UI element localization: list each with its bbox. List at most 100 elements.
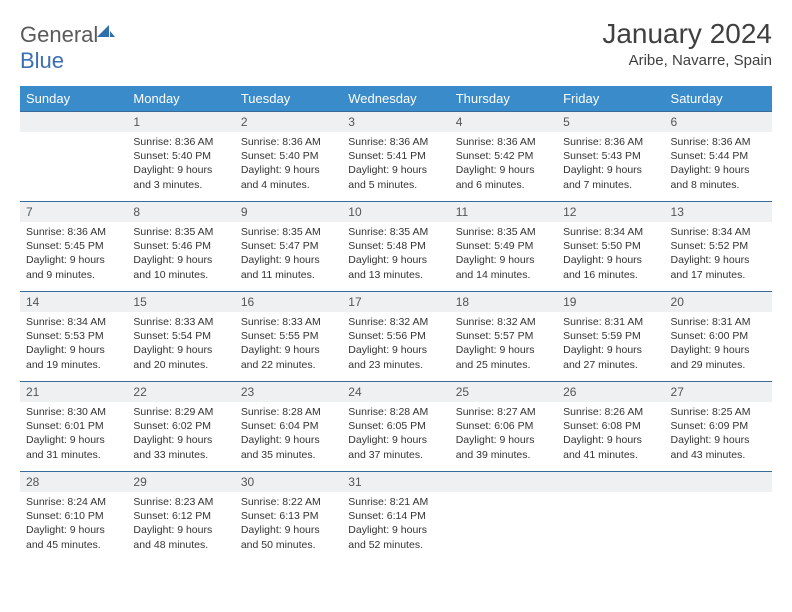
day-number: 23 (235, 381, 342, 402)
day-number: 28 (20, 471, 127, 492)
day-number: 2 (235, 111, 342, 132)
day-line: Sunrise: 8:27 AM (456, 405, 551, 419)
day-content: Sunrise: 8:36 AMSunset: 5:45 PMDaylight:… (20, 222, 127, 288)
calendar-week-row: 1Sunrise: 8:36 AMSunset: 5:40 PMDaylight… (20, 111, 772, 201)
day-content (665, 492, 772, 501)
day-number: 20 (665, 291, 772, 312)
day-content: Sunrise: 8:26 AMSunset: 6:08 PMDaylight:… (557, 402, 664, 468)
day-line: Sunrise: 8:36 AM (241, 135, 336, 149)
day-line: and 41 minutes. (563, 448, 658, 462)
day-line: Sunrise: 8:35 AM (133, 225, 228, 239)
weekday-header: Thursday (450, 86, 557, 111)
day-line: Sunrise: 8:34 AM (563, 225, 658, 239)
day-content: Sunrise: 8:35 AMSunset: 5:48 PMDaylight:… (342, 222, 449, 288)
day-line: and 10 minutes. (133, 268, 228, 282)
calendar-week-row: 21Sunrise: 8:30 AMSunset: 6:01 PMDayligh… (20, 381, 772, 471)
day-line: Daylight: 9 hours (348, 523, 443, 537)
day-line: Sunrise: 8:32 AM (456, 315, 551, 329)
day-line: Daylight: 9 hours (241, 253, 336, 267)
day-line: Sunset: 5:47 PM (241, 239, 336, 253)
day-number: 17 (342, 291, 449, 312)
day-line: Daylight: 9 hours (563, 433, 658, 447)
day-line: Sunset: 5:53 PM (26, 329, 121, 343)
day-number: 25 (450, 381, 557, 402)
day-content: Sunrise: 8:36 AMSunset: 5:40 PMDaylight:… (235, 132, 342, 198)
calendar-cell: 25Sunrise: 8:27 AMSunset: 6:06 PMDayligh… (450, 381, 557, 471)
day-line: Sunrise: 8:22 AM (241, 495, 336, 509)
day-line: and 25 minutes. (456, 358, 551, 372)
day-line: Sunrise: 8:29 AM (133, 405, 228, 419)
calendar-cell: 2Sunrise: 8:36 AMSunset: 5:40 PMDaylight… (235, 111, 342, 201)
day-number: 21 (20, 381, 127, 402)
day-line: Sunrise: 8:35 AM (456, 225, 551, 239)
calendar-cell: 21Sunrise: 8:30 AMSunset: 6:01 PMDayligh… (20, 381, 127, 471)
day-line: and 35 minutes. (241, 448, 336, 462)
calendar-cell: 24Sunrise: 8:28 AMSunset: 6:05 PMDayligh… (342, 381, 449, 471)
calendar-cell: 3Sunrise: 8:36 AMSunset: 5:41 PMDaylight… (342, 111, 449, 201)
day-number: 6 (665, 111, 772, 132)
day-line: Sunset: 5:55 PM (241, 329, 336, 343)
calendar-cell: 20Sunrise: 8:31 AMSunset: 6:00 PMDayligh… (665, 291, 772, 381)
calendar-cell: 17Sunrise: 8:32 AMSunset: 5:56 PMDayligh… (342, 291, 449, 381)
day-number: 27 (665, 381, 772, 402)
day-line: Daylight: 9 hours (456, 343, 551, 357)
day-line: Sunset: 6:13 PM (241, 509, 336, 523)
calendar-cell: 1Sunrise: 8:36 AMSunset: 5:40 PMDaylight… (127, 111, 234, 201)
day-line: Sunset: 5:52 PM (671, 239, 766, 253)
day-line: and 16 minutes. (563, 268, 658, 282)
day-line: and 19 minutes. (26, 358, 121, 372)
calendar-cell: 5Sunrise: 8:36 AMSunset: 5:43 PMDaylight… (557, 111, 664, 201)
calendar-cell: 6Sunrise: 8:36 AMSunset: 5:44 PMDaylight… (665, 111, 772, 201)
calendar-cell: 4Sunrise: 8:36 AMSunset: 5:42 PMDaylight… (450, 111, 557, 201)
calendar-cell: 11Sunrise: 8:35 AMSunset: 5:49 PMDayligh… (450, 201, 557, 291)
day-line: and 8 minutes. (671, 178, 766, 192)
day-number: 22 (127, 381, 234, 402)
day-line: Daylight: 9 hours (241, 163, 336, 177)
day-number: 10 (342, 201, 449, 222)
calendar-cell (557, 471, 664, 561)
day-line: Sunrise: 8:36 AM (456, 135, 551, 149)
calendar-week-row: 14Sunrise: 8:34 AMSunset: 5:53 PMDayligh… (20, 291, 772, 381)
day-line: Daylight: 9 hours (133, 343, 228, 357)
day-line: Sunset: 5:56 PM (348, 329, 443, 343)
day-line: Sunset: 5:41 PM (348, 149, 443, 163)
day-content: Sunrise: 8:36 AMSunset: 5:44 PMDaylight:… (665, 132, 772, 198)
calendar-cell: 18Sunrise: 8:32 AMSunset: 5:57 PMDayligh… (450, 291, 557, 381)
day-content: Sunrise: 8:27 AMSunset: 6:06 PMDaylight:… (450, 402, 557, 468)
calendar-cell: 13Sunrise: 8:34 AMSunset: 5:52 PMDayligh… (665, 201, 772, 291)
day-number: 8 (127, 201, 234, 222)
day-line: Sunrise: 8:36 AM (563, 135, 658, 149)
day-line: Sunset: 5:46 PM (133, 239, 228, 253)
day-content: Sunrise: 8:34 AMSunset: 5:50 PMDaylight:… (557, 222, 664, 288)
day-line: Sunset: 6:12 PM (133, 509, 228, 523)
day-line: Sunrise: 8:36 AM (26, 225, 121, 239)
day-content: Sunrise: 8:35 AMSunset: 5:49 PMDaylight:… (450, 222, 557, 288)
day-number: 29 (127, 471, 234, 492)
day-line: Sunrise: 8:28 AM (348, 405, 443, 419)
title-block: January 2024 Aribe, Navarre, Spain (602, 18, 772, 69)
calendar-week-row: 7Sunrise: 8:36 AMSunset: 5:45 PMDaylight… (20, 201, 772, 291)
day-line: Sunset: 6:08 PM (563, 419, 658, 433)
day-content: Sunrise: 8:34 AMSunset: 5:52 PMDaylight:… (665, 222, 772, 288)
day-line: Sunset: 5:59 PM (563, 329, 658, 343)
day-line: Sunrise: 8:33 AM (241, 315, 336, 329)
day-number: 1 (127, 111, 234, 132)
calendar-cell: 30Sunrise: 8:22 AMSunset: 6:13 PMDayligh… (235, 471, 342, 561)
day-line: Sunrise: 8:36 AM (133, 135, 228, 149)
day-number: 26 (557, 381, 664, 402)
day-number: 13 (665, 201, 772, 222)
calendar-cell: 23Sunrise: 8:28 AMSunset: 6:04 PMDayligh… (235, 381, 342, 471)
day-number: 9 (235, 201, 342, 222)
day-line: and 45 minutes. (26, 538, 121, 552)
day-content: Sunrise: 8:36 AMSunset: 5:40 PMDaylight:… (127, 132, 234, 198)
day-line: Daylight: 9 hours (26, 343, 121, 357)
day-line: and 3 minutes. (133, 178, 228, 192)
weekday-header: Tuesday (235, 86, 342, 111)
day-line: Daylight: 9 hours (241, 433, 336, 447)
day-line: Daylight: 9 hours (563, 253, 658, 267)
day-line: Daylight: 9 hours (456, 163, 551, 177)
day-number: 31 (342, 471, 449, 492)
month-title: January 2024 (602, 18, 772, 50)
calendar-cell (665, 471, 772, 561)
calendar-head: SundayMondayTuesdayWednesdayThursdayFrid… (20, 86, 772, 111)
